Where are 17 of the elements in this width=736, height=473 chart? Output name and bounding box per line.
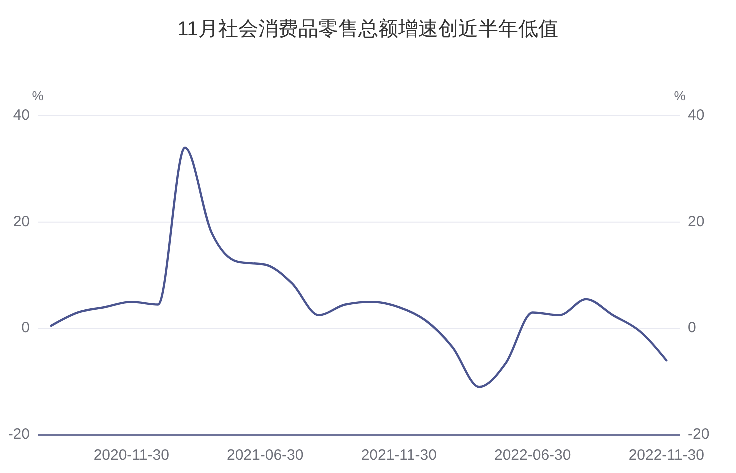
y2-tick-label: -20 [688, 426, 710, 443]
y-tick-label: -20 [8, 426, 30, 443]
y-tick-label: 0 [22, 320, 30, 337]
x-tick-label: 2022-06-30 [494, 446, 572, 464]
y2-axis-title: % [674, 88, 686, 104]
x-tick-label: 2021-11-30 [361, 446, 437, 464]
line-series [50, 146, 668, 388]
y-tick-label: 40 [13, 106, 30, 124]
y2-tick-label: 20 [688, 213, 705, 230]
y2-tick-label: 0 [688, 320, 696, 337]
x-tick-label: 2022-11-30 [628, 446, 704, 464]
x-tick-label: 2020-11-30 [94, 446, 170, 464]
chart-title: 11月社会消费品零售总额增速创近半年低值 [178, 18, 558, 40]
y-axis-title: % [32, 88, 44, 104]
x-tick-label: 2021-06-30 [227, 446, 304, 464]
y-tick-label: 20 [13, 213, 30, 230]
y2-tick-label: 40 [688, 106, 705, 124]
